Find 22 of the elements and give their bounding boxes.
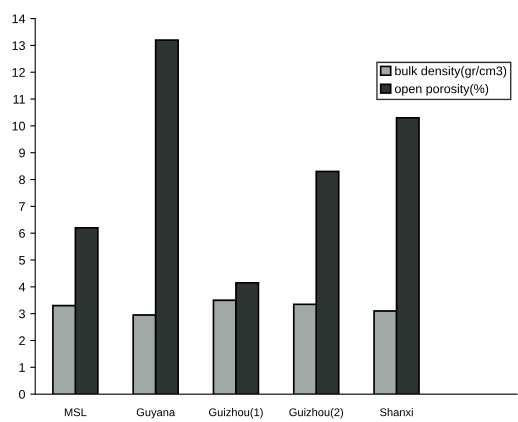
x-tick-label: Guizhou(2) [289, 408, 344, 418]
x-tick-label: Shanxi [380, 408, 413, 416]
legend-label: open porosity(%) [394, 84, 488, 96]
legend-label: bulk density(gr/cm3) [395, 66, 506, 78]
y-tick-label: 12 [12, 68, 25, 77]
y-tick-label: 4 [18, 282, 26, 292]
y-tick-label: 7 [19, 202, 25, 211]
y-tick-label: 14 [12, 14, 26, 24]
y-tick-label: 5 [19, 256, 25, 265]
x-tick-label: Guyana [136, 408, 176, 418]
y-tick-label: 13 [12, 41, 25, 50]
y-tick-label: 2 [19, 336, 25, 346]
x-tick-label: Guizhou(1) [209, 408, 263, 418]
y-tick-label: 6 [19, 228, 25, 238]
x-tick-label: MSL [64, 408, 86, 416]
y-tick-label: 1 [20, 363, 25, 372]
y-tick-label: 3 [19, 309, 25, 318]
y-tick-label: 8 [19, 175, 25, 184]
y-tick-label: 11 [13, 94, 25, 104]
y-tick-label: 9 [19, 148, 25, 158]
y-tick-label: 10 [12, 122, 26, 131]
y-tick-label: 0 [19, 390, 26, 399]
